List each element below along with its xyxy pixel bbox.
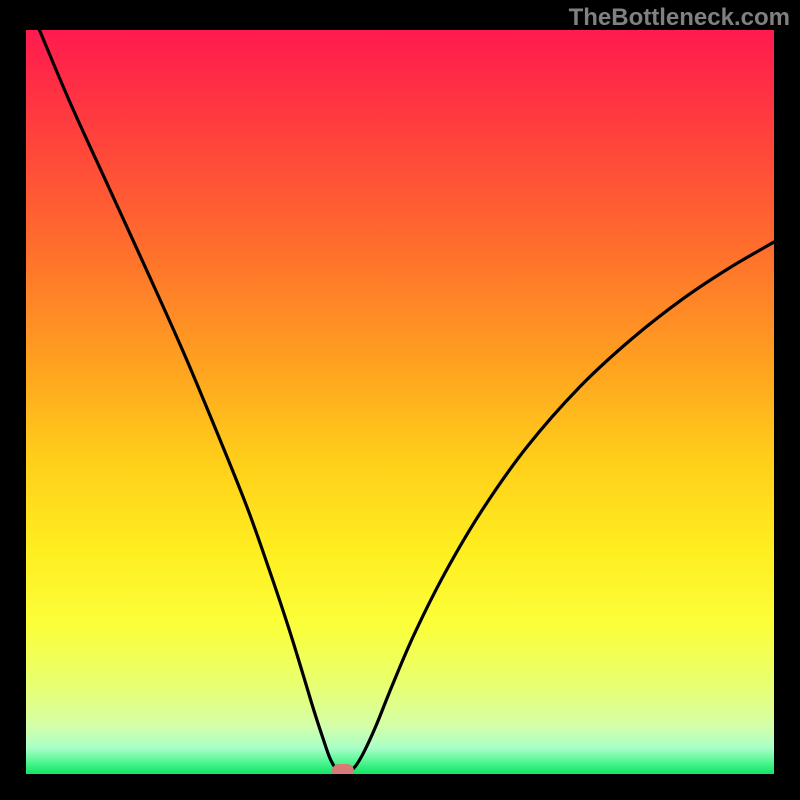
minimum-marker	[332, 764, 354, 774]
watermark-text: TheBottleneck.com	[569, 4, 790, 32]
bottleneck-curve	[26, 30, 774, 774]
plot-area	[26, 30, 774, 774]
